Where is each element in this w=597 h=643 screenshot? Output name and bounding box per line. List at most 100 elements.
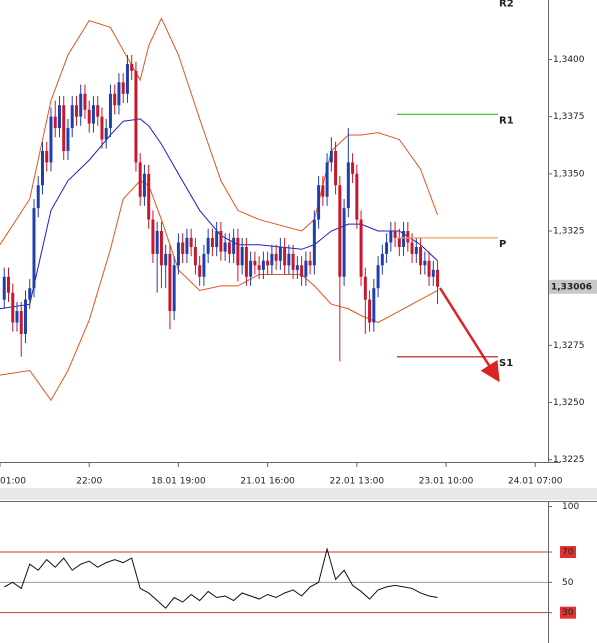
candle-body bbox=[138, 162, 142, 197]
candle-body bbox=[62, 105, 66, 151]
x-tick-label: 24.01 07:00 bbox=[508, 477, 563, 487]
plot-area bbox=[0, 17, 440, 402]
candle-body bbox=[159, 231, 163, 266]
candle-body bbox=[402, 231, 406, 248]
candle-body bbox=[134, 70, 138, 163]
candle-body bbox=[321, 185, 325, 197]
x-tick-label: 23.01 10:00 bbox=[419, 477, 474, 487]
candle-body bbox=[176, 242, 180, 266]
candle-body bbox=[389, 231, 393, 243]
candle-body bbox=[57, 105, 61, 129]
rsi-line bbox=[4, 547, 438, 609]
candle-body bbox=[397, 237, 401, 248]
candle-body bbox=[287, 253, 291, 266]
candle-body bbox=[36, 185, 40, 209]
panel-separator bbox=[0, 488, 597, 500]
candle-body bbox=[206, 237, 210, 254]
y-tick-label: 1,3400 bbox=[553, 55, 585, 65]
candle-body bbox=[359, 219, 363, 277]
candle-body bbox=[236, 237, 240, 266]
candle-body bbox=[83, 93, 87, 110]
candle-body bbox=[185, 237, 189, 254]
candle-body bbox=[28, 288, 32, 300]
candle-body bbox=[270, 253, 274, 266]
candle-body bbox=[257, 265, 261, 270]
candle-body bbox=[215, 231, 219, 248]
candle-body bbox=[334, 150, 338, 186]
candle-body bbox=[274, 253, 278, 261]
candle-body bbox=[7, 276, 10, 293]
candle-body bbox=[372, 288, 376, 323]
y-tick-label: 70 bbox=[562, 548, 574, 558]
candle-body bbox=[121, 82, 125, 94]
x-tick-label: 22:00 bbox=[76, 477, 102, 487]
candle-body bbox=[142, 173, 146, 197]
forecast-arrow bbox=[438, 287, 500, 383]
candle-body bbox=[172, 265, 176, 312]
pivot-label: R2 bbox=[499, 0, 514, 10]
plot-area bbox=[0, 547, 548, 614]
candle-body bbox=[104, 128, 108, 140]
y-tick-label: 50 bbox=[562, 578, 574, 588]
candle-body bbox=[249, 260, 253, 277]
candle-body bbox=[117, 82, 121, 106]
candle-body bbox=[223, 242, 227, 252]
candle-body bbox=[385, 242, 389, 254]
bollinger-lower bbox=[0, 180, 438, 402]
candle-body bbox=[406, 231, 410, 243]
candle-body bbox=[227, 242, 231, 254]
candle-body bbox=[74, 105, 78, 117]
candle-body bbox=[240, 247, 244, 266]
pivot-label: P bbox=[499, 239, 506, 250]
candle-body bbox=[91, 105, 95, 124]
candle-body bbox=[346, 162, 350, 209]
y-tick-label: 1,3325 bbox=[553, 227, 585, 237]
candle-body bbox=[181, 242, 185, 254]
candle-body bbox=[151, 219, 155, 254]
x-tick-label: 21.01 16:00 bbox=[240, 477, 295, 487]
candle-body bbox=[317, 185, 321, 220]
candle-body bbox=[300, 265, 304, 277]
candle-body bbox=[291, 253, 295, 270]
candle-body bbox=[329, 150, 333, 163]
candle-body bbox=[96, 105, 100, 117]
candle-body bbox=[266, 260, 270, 266]
y-tick-label: 30 bbox=[562, 608, 574, 618]
y-tick-label-bg bbox=[560, 546, 576, 559]
candle-body bbox=[295, 265, 299, 270]
candle-body bbox=[198, 265, 202, 277]
candle-body bbox=[376, 265, 380, 289]
candle-body bbox=[283, 247, 287, 266]
candle-body bbox=[363, 276, 367, 300]
candle-body bbox=[351, 162, 355, 174]
candle-body bbox=[410, 242, 414, 254]
candle-body bbox=[232, 237, 236, 254]
x-tick-label: 22.01 13:00 bbox=[330, 477, 385, 487]
candle-body bbox=[2, 276, 6, 300]
candle-body bbox=[189, 237, 193, 248]
bollinger-upper bbox=[0, 17, 439, 245]
y-tick-label: 100 bbox=[562, 502, 579, 512]
candle-body bbox=[79, 93, 83, 117]
y-tick-label: 1,3225 bbox=[553, 455, 585, 465]
y-tick-label: 1,3350 bbox=[553, 169, 585, 179]
candle-body bbox=[380, 253, 384, 266]
candle-body bbox=[100, 116, 104, 140]
candle-body bbox=[427, 260, 431, 277]
candle-body bbox=[45, 150, 49, 163]
candle-body bbox=[40, 150, 44, 186]
candle-body bbox=[338, 185, 342, 277]
candle-body bbox=[325, 162, 329, 197]
candle-body bbox=[193, 247, 197, 266]
y-tick-label: 1,3275 bbox=[553, 341, 585, 351]
candle-body bbox=[368, 299, 372, 323]
candle-body bbox=[32, 208, 36, 289]
candle-body bbox=[147, 173, 151, 220]
candle-body bbox=[414, 247, 418, 254]
candle-body bbox=[164, 253, 168, 266]
candle-body bbox=[168, 253, 172, 312]
x-tick-label: 01:00 bbox=[0, 477, 26, 487]
pivot-label: S1 bbox=[499, 358, 513, 369]
candle-body bbox=[423, 260, 427, 266]
